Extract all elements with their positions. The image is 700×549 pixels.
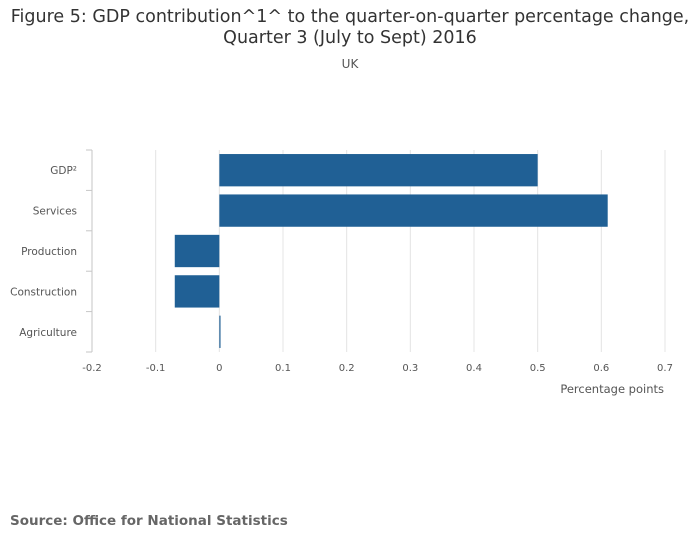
x-tick-label: 0.3 <box>402 363 418 374</box>
x-tick-label: 0.5 <box>530 363 546 374</box>
y-category-label: Production <box>21 246 77 258</box>
x-tick-label: 0.7 <box>657 363 673 374</box>
bar-services <box>219 194 608 227</box>
x-tick-label: -0.2 <box>82 363 102 374</box>
x-tick-label: 0.2 <box>339 363 355 374</box>
bar-agriculture <box>219 315 221 348</box>
y-category-label: Construction <box>10 286 77 298</box>
bar-gdp <box>219 154 538 187</box>
x-tick-label: 0.6 <box>593 363 609 374</box>
y-category-label: Agriculture <box>19 327 77 339</box>
y-category-label: GDP² <box>50 165 77 177</box>
y-category-label: Services <box>33 206 77 218</box>
x-tick-label: 0 <box>216 363 222 374</box>
bar-production <box>174 234 220 268</box>
bar-construction <box>174 275 220 308</box>
bars <box>174 154 608 348</box>
x-tick-label: 0.1 <box>275 363 291 374</box>
chart-subtitle: UK <box>341 57 359 71</box>
x-tick-label: 0.4 <box>466 363 482 374</box>
source-note: Source: Office for National Statistics <box>10 513 288 529</box>
x-axis-title: Percentage points <box>560 382 664 396</box>
x-tick-label: -0.1 <box>146 363 166 374</box>
chart-title: Figure 5: GDP contribution^1^ to the qua… <box>10 7 690 48</box>
axes: -0.2 -0.1 0 0.1 0.2 0.3 0.4 0.5 0.6 0.7 GDP² Servic… <box>10 149 673 374</box>
